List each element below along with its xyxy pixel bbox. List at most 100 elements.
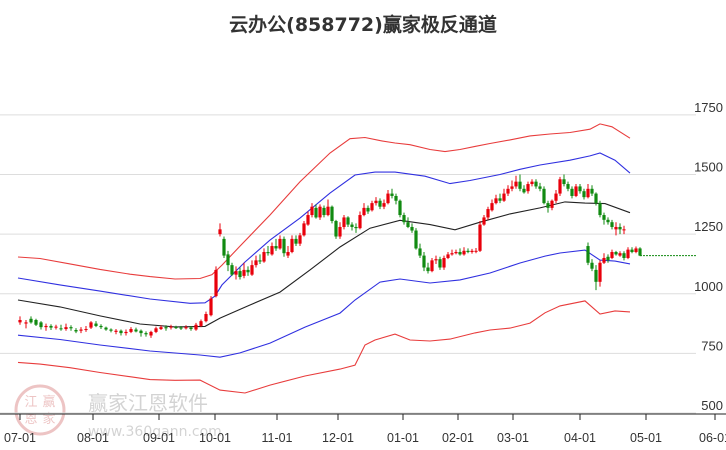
candle: [109, 328, 113, 333]
candle: [598, 200, 602, 218]
candle-body: [558, 179, 562, 194]
candle: [514, 175, 518, 189]
candle-body: [606, 256, 610, 261]
candle-body: [124, 331, 128, 334]
candle: [362, 203, 366, 217]
candle-body: [554, 193, 558, 201]
candle: [506, 185, 510, 196]
candle-body: [446, 254, 450, 258]
candle-body: [274, 246, 278, 249]
candle-body: [59, 328, 63, 330]
candle: [354, 223, 358, 233]
candle-body: [278, 238, 282, 249]
candle-body: [322, 207, 326, 216]
candle-body: [314, 207, 318, 218]
candle: [342, 215, 346, 230]
candle-body: [159, 327, 163, 330]
candle: [610, 219, 614, 230]
candle-body: [294, 238, 298, 244]
candle-body: [586, 188, 590, 198]
candle: [254, 255, 258, 268]
candle: [602, 253, 606, 264]
candle: [242, 262, 246, 279]
candle-body: [378, 200, 382, 207]
candle: [470, 248, 474, 254]
candle: [462, 247, 466, 256]
candle-body: [562, 179, 566, 185]
candle-body: [262, 252, 266, 262]
candle-body: [230, 265, 234, 275]
candle: [598, 260, 602, 287]
candle: [486, 206, 490, 220]
candle: [434, 255, 438, 264]
candle-body: [518, 181, 522, 189]
candle-body: [602, 257, 606, 263]
candle-body: [189, 327, 193, 330]
candle: [626, 247, 630, 260]
candle: [179, 325, 183, 331]
candle: [214, 266, 218, 298]
x-tick-label: 06-01: [699, 431, 726, 445]
candle-body: [109, 329, 113, 331]
candle-body: [94, 323, 98, 326]
y-tick-label: 1000: [694, 279, 723, 294]
candle: [278, 235, 282, 250]
candle: [169, 324, 173, 330]
candle: [482, 215, 486, 226]
candle: [490, 199, 494, 212]
candle: [294, 235, 298, 247]
candle-body: [366, 207, 370, 212]
candle: [74, 328, 78, 334]
candle: [458, 248, 462, 256]
candle-body: [454, 252, 458, 254]
candle: [139, 329, 143, 337]
candle-body: [334, 221, 338, 237]
candle: [346, 216, 350, 227]
candle-body: [362, 207, 366, 216]
candle-body: [582, 191, 586, 198]
candle: [64, 323, 68, 331]
candle-body: [450, 253, 454, 255]
candle-body: [438, 259, 442, 268]
candle-body: [546, 203, 550, 208]
candle: [634, 246, 638, 254]
candle-body: [302, 223, 306, 236]
candle: [274, 238, 278, 251]
candle-body: [69, 327, 73, 329]
candle-body: [222, 238, 226, 256]
candle: [194, 322, 198, 331]
candle-body: [129, 329, 133, 332]
candle-body: [286, 252, 290, 256]
candle-body: [114, 330, 118, 332]
candle: [230, 262, 234, 276]
candle: [318, 204, 322, 220]
candle: [298, 232, 302, 247]
candle: [226, 250, 230, 272]
candle-body: [478, 224, 482, 251]
candle-body: [270, 246, 274, 255]
candle: [302, 221, 306, 237]
candle: [502, 188, 506, 202]
candle-body: [414, 230, 418, 249]
candle-body: [634, 248, 638, 253]
candle-body: [566, 184, 570, 189]
candle: [518, 174, 522, 192]
candle-body: [542, 188, 546, 204]
candle: [446, 252, 450, 260]
candle-body: [89, 322, 93, 328]
candle-body: [598, 203, 602, 216]
candle: [390, 188, 394, 199]
candle-body: [218, 229, 222, 235]
candle-body: [298, 235, 302, 244]
candle: [154, 326, 158, 334]
candle: [542, 186, 546, 205]
candle: [134, 327, 138, 333]
candle: [159, 325, 163, 331]
candle-body: [144, 333, 148, 335]
watermark-url: www.360gann.com: [88, 424, 222, 440]
candle: [234, 266, 238, 280]
candle: [222, 236, 226, 258]
candle: [84, 325, 88, 332]
candle-body: [310, 206, 314, 216]
candle: [34, 318, 38, 326]
